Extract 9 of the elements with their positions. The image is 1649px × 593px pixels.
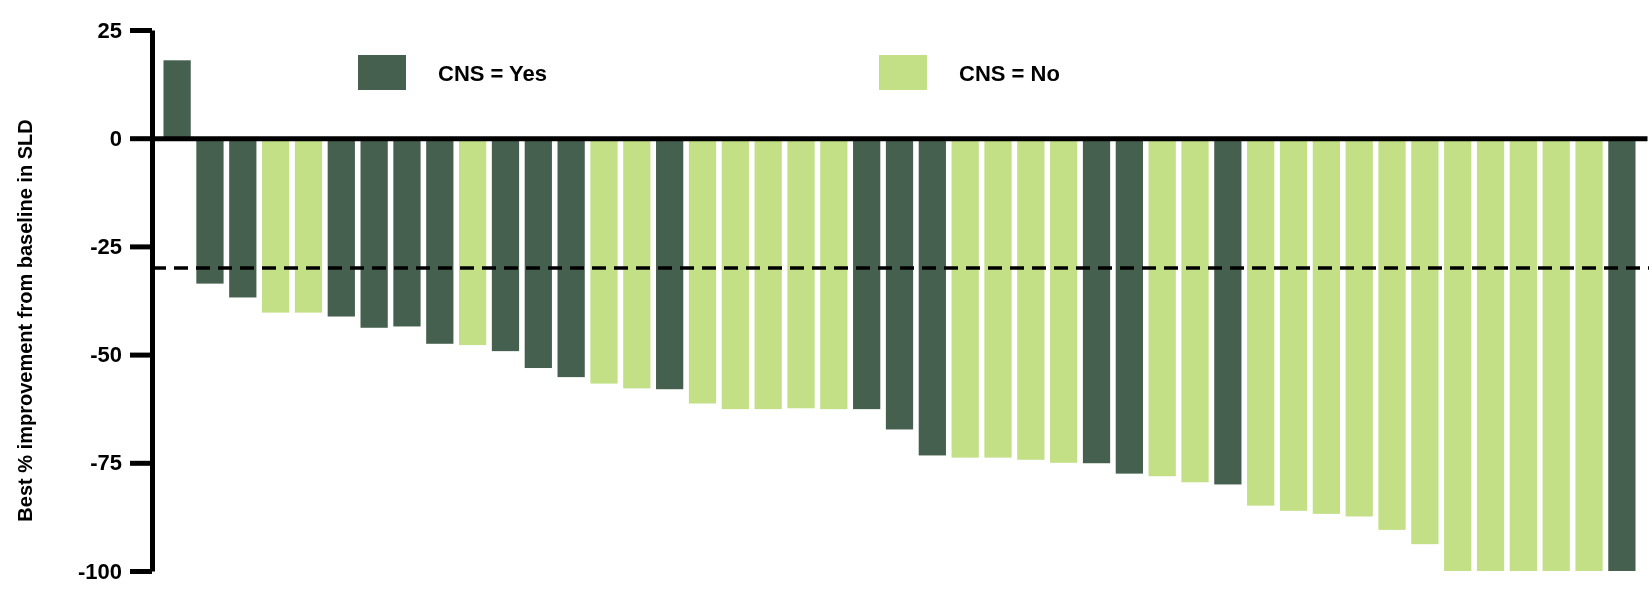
y-axis-title: Best % improvement from baseline in SLD [14,119,36,522]
y-tick-label: -25 [90,233,122,259]
y-tick-label: -100 [77,558,122,584]
y-tick-label: 25 [97,17,122,43]
legend-label: CNS = Yes [438,61,548,86]
y-tick-label: -50 [90,342,122,368]
y-tick-label: 0 [109,125,122,151]
legend-label: CNS = No [959,61,1060,86]
y-tick-label: -75 [90,450,122,476]
